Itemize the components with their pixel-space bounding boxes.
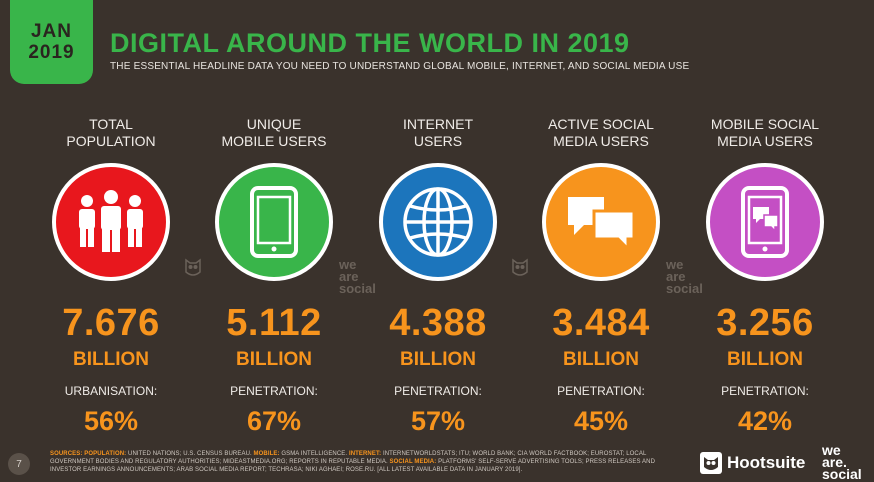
metric-value: 67% xyxy=(246,406,302,436)
stat-circle xyxy=(542,163,660,281)
page-number: 7 xyxy=(8,453,30,475)
metric-value: 57% xyxy=(410,406,466,436)
badge-month: JAN xyxy=(30,21,72,42)
stat-label: ACTIVE SOCIAL MEDIA USERS xyxy=(548,116,654,149)
stat-label: TOTAL POPULATION xyxy=(66,116,156,149)
phone-chat-icon xyxy=(741,186,789,258)
owl-watermark-icon xyxy=(185,258,201,276)
stat-value: 7.676 xyxy=(62,302,160,344)
sources-text: SOURCES: POPULATION: UNITED NATIONS; U.S… xyxy=(50,451,656,473)
metric-label: PENETRATION: xyxy=(230,384,318,398)
stat-label: MOBILE SOCIAL MEDIA USERS xyxy=(710,116,820,149)
stat-circle xyxy=(215,163,333,281)
we-are-social-watermark: we are social xyxy=(339,257,376,296)
stat-circle xyxy=(379,163,497,281)
people-icon xyxy=(79,190,143,252)
page-subtitle: THE ESSENTIAL HEADLINE DATA YOU NEED TO … xyxy=(110,61,690,72)
stat-unit: BILLION xyxy=(400,349,476,370)
mobile-phone-icon xyxy=(250,186,298,258)
stat-value: 5.112 xyxy=(226,302,322,344)
metric-value: 56% xyxy=(83,406,139,436)
stat-circle xyxy=(706,163,824,281)
we-are-social-logo: we are. social xyxy=(822,442,862,482)
stat-total-population: TOTAL POPULATION 7.676 BILLION URBANISAT… xyxy=(36,116,186,436)
page-title: DIGITAL AROUND THE WORLD IN 2019 xyxy=(110,28,630,58)
hootsuite-logo: Hootsuite xyxy=(700,452,805,474)
stat-value: 3.484 xyxy=(552,302,650,344)
we-are-social-watermark: we are social xyxy=(666,257,703,296)
stat-unique-mobile-users: UNIQUE MOBILE USERS 5.112 BILLION PENETR… xyxy=(199,116,349,436)
chat-bubbles-icon xyxy=(568,197,636,253)
stat-unit: BILLION xyxy=(563,349,639,370)
owl-icon xyxy=(700,452,722,474)
date-badge: JAN 2019 xyxy=(10,0,93,84)
metric-label: URBANISATION: xyxy=(64,384,158,398)
owl-watermark-icon xyxy=(512,258,528,276)
stat-label: UNIQUE MOBILE USERS xyxy=(221,116,327,149)
stat-mobile-social-media-users: MOBILE SOCIAL MEDIA USERS 3.256 BILLION … xyxy=(690,116,840,436)
globe-icon xyxy=(403,187,473,257)
metric-value: 45% xyxy=(573,406,629,436)
metric-label: PENETRATION: xyxy=(394,384,482,398)
metric-value: 42% xyxy=(737,406,793,436)
stat-value: 3.256 xyxy=(716,302,814,344)
badge-year: 2019 xyxy=(28,42,75,63)
metric-label: PENETRATION: xyxy=(721,384,809,398)
metric-label: PENETRATION: xyxy=(557,384,645,398)
stat-active-social-media-users: ACTIVE SOCIAL MEDIA USERS 3.484 BILLION … xyxy=(526,116,676,436)
stat-value: 4.388 xyxy=(389,302,487,344)
stat-unit: BILLION xyxy=(727,349,803,370)
stat-internet-users: INTERNET USERS 4.388 BILLION PENETRATION… xyxy=(363,116,513,436)
stat-circle xyxy=(52,163,170,281)
stat-unit: BILLION xyxy=(236,349,312,370)
stat-label: INTERNET USERS xyxy=(403,116,473,149)
stat-unit: BILLION xyxy=(73,349,149,370)
